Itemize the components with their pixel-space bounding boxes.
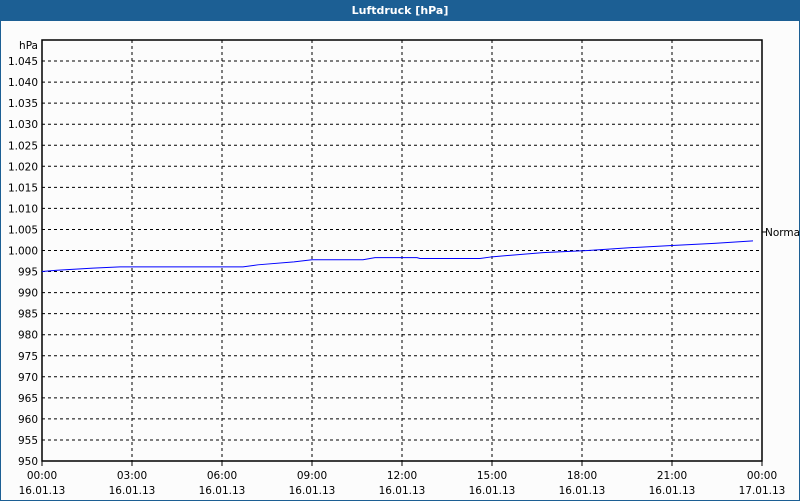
window-title: Luftdruck [hPa] <box>0 0 800 21</box>
y-tick-label: 1.040 <box>8 77 38 89</box>
y-tick-label: 995 <box>18 267 38 279</box>
x-tick-date: 16.01.13 <box>469 485 516 497</box>
y-tick-label: 1.030 <box>8 119 38 131</box>
x-tick-time: 06:00 <box>207 470 237 482</box>
x-tick-date: 16.01.13 <box>289 485 336 497</box>
y-tick-label: 1.000 <box>8 246 38 258</box>
x-tick-time: 00:00 <box>747 470 777 482</box>
plot-frame <box>41 39 763 462</box>
y-tick-label: 1.005 <box>8 224 38 236</box>
x-tick-date: 16.01.13 <box>199 485 246 497</box>
pressure-chart: 950 955 960 965 970 975 980 985 990 995 1.000 1.005… <box>8 39 799 497</box>
y-tick-label: 1.045 <box>8 56 38 68</box>
y-tick-label: 950 <box>18 456 38 468</box>
x-tick-time: 03:00 <box>117 470 147 482</box>
x-tick-time: 12:00 <box>387 470 417 482</box>
y-tick-label: 1.010 <box>8 203 38 215</box>
x-tick-date: 17.01.13 <box>739 485 786 497</box>
x-tick-date: 16.01.13 <box>19 485 66 497</box>
y-tick-label: 975 <box>18 351 38 363</box>
y-tick-label: 1.020 <box>8 161 38 173</box>
chart-panel: 950 955 960 965 970 975 980 985 990 995 1.000 1.005… <box>0 21 800 501</box>
x-tick-time: 21:00 <box>657 470 687 482</box>
x-tick-date: 16.01.13 <box>649 485 696 497</box>
y-tick-label: 980 <box>18 330 38 342</box>
x-tick-time: 18:00 <box>567 470 597 482</box>
y-tick-label: 955 <box>18 435 38 447</box>
y-tick-label: 965 <box>18 393 38 405</box>
x-tick-time: 15:00 <box>477 470 507 482</box>
y-tick-label: 1.035 <box>8 98 38 110</box>
y-tick-label: 1.025 <box>8 140 38 152</box>
x-tick-date: 16.01.13 <box>109 485 156 497</box>
y-tick-label: 960 <box>18 414 38 426</box>
y-tick-label: 990 <box>18 288 38 300</box>
y-tick-label: 970 <box>18 372 38 384</box>
y-tick-label: 1.015 <box>8 182 38 194</box>
x-tick-time: 09:00 <box>297 470 327 482</box>
annotation-label: Normal <box>765 227 799 239</box>
x-tick-date: 16.01.13 <box>559 485 606 497</box>
x-tick-time: 00:00 <box>27 470 57 482</box>
series-line <box>41 240 754 273</box>
x-tick-date: 16.01.13 <box>379 485 426 497</box>
y-tick-label: 985 <box>18 309 38 321</box>
y-axis-label: hPa <box>19 40 38 52</box>
